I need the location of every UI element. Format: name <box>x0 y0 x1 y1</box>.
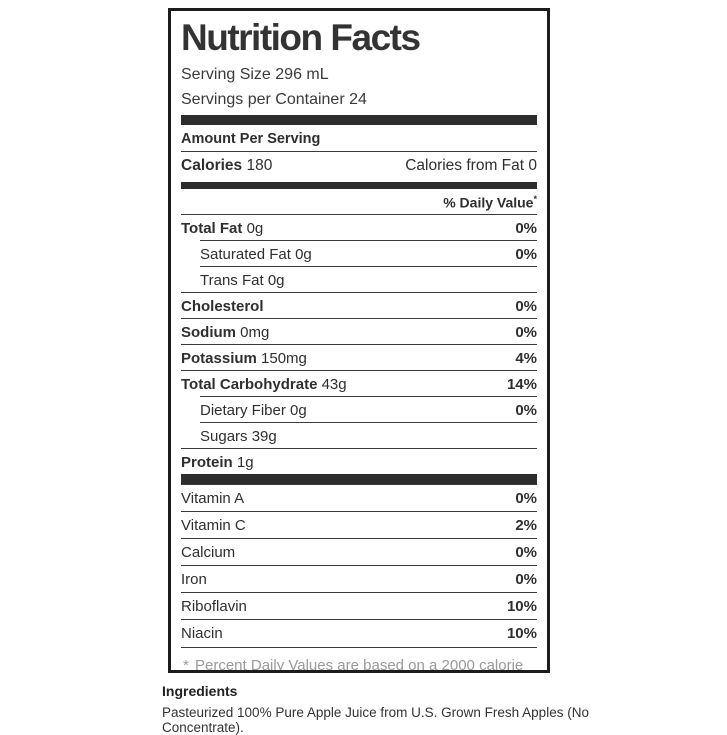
calories-value: Calories 180 <box>181 157 272 175</box>
vitamin-row-niacin: Niacin 10% <box>181 619 537 646</box>
ingredients-text: Pasteurized 100% Pure Apple Juice from U… <box>162 705 589 735</box>
nutrient-amount: 1g <box>236 453 254 471</box>
footnote-text: Percent Daily Values are based on a 2000… <box>195 657 524 673</box>
section-divider-bar-calories <box>181 181 537 189</box>
vitamin-name: Niacin <box>181 625 223 643</box>
nutrient-row-cholesterol: Cholesterol 0% <box>181 292 537 318</box>
daily-value-header-text: % Daily Value <box>443 194 534 211</box>
calories-from-fat: Calories from Fat 0 <box>405 156 537 174</box>
nutrient-row-sodium: Sodium 0mg 0% <box>181 318 537 344</box>
nutrient-name: Dietary Fiber <box>200 401 286 419</box>
servings-per-container: Servings per Container 24 <box>181 90 367 108</box>
nutrient-row-saturated-fat: Saturated Fat 0g 0% <box>200 240 537 266</box>
nutrient-amount: 0mg <box>240 323 270 341</box>
nutrient-name-group: Dietary Fiber 0g <box>200 402 307 419</box>
nutrient-name-group: Saturated Fat 0g <box>200 246 312 263</box>
ingredients-section: Ingredients Pasteurized 100% Pure Apple … <box>162 683 602 735</box>
nutrient-name-group: Total Fat 0g <box>181 220 263 237</box>
nutrient-amount: 0g <box>267 271 285 289</box>
nutrient-amount: 150mg <box>261 349 307 367</box>
nutrient-name-group: Sodium 0mg <box>181 324 269 341</box>
nutrient-name-group: Trans Fat 0g <box>200 272 285 289</box>
nutrient-name-group: Sugars 39g <box>200 428 277 445</box>
vitamin-name: Riboflavin <box>181 598 247 616</box>
nutrition-facts-label: Nutrition Facts Serving Size 296 mL Serv… <box>168 8 550 673</box>
nutrient-row-dietary-fiber: Dietary Fiber 0g 0% <box>200 396 537 422</box>
nutrient-name: Potassium <box>181 349 257 367</box>
amount-per-serving-header: Amount Per Serving <box>181 125 537 152</box>
nutrient-amount: 0g <box>246 219 264 237</box>
nutrient-row-protein: Protein 1g <box>181 448 537 474</box>
nutrient-dv: 0% <box>515 219 537 237</box>
nutrient-row-sugars: Sugars 39g <box>200 422 537 448</box>
section-divider-bar-vitamins <box>181 474 537 485</box>
nutrient-name-group: Protein 1g <box>181 454 254 471</box>
vitamin-row-vitamin-c: Vitamin C 2% <box>181 511 537 538</box>
vitamin-dv: 10% <box>506 598 537 616</box>
vitamin-row-riboflavin: Riboflavin 10% <box>181 592 537 619</box>
section-divider-bar-top <box>181 114 537 125</box>
vitamin-dv: 2% <box>515 517 537 535</box>
nutrient-row-potassium: Potassium 150mg 4% <box>181 344 537 370</box>
nutrient-name: Sugars <box>200 427 248 445</box>
nutrient-name: Total Fat <box>181 219 243 237</box>
daily-value-footnote: * Percent Daily Values are based on a 20… <box>181 647 537 673</box>
calories-label: Calories <box>181 156 243 174</box>
nutrient-row-total-carbohydrate: Total Carbohydrate 43g 14% <box>181 370 537 396</box>
vitamin-name: Vitamin A <box>181 490 245 508</box>
nutrient-name-group: Cholesterol <box>181 298 264 315</box>
nutrient-amount: 0g <box>295 245 312 263</box>
ingredients-heading: Ingredients <box>162 683 238 699</box>
vitamin-dv: 0% <box>515 490 537 508</box>
nutrient-row-total-fat: Total Fat 0g 0% <box>181 214 537 240</box>
vitamin-name: Iron <box>181 571 207 589</box>
nutrient-name: Protein <box>181 453 233 471</box>
nutrient-name: Trans Fat <box>200 271 264 289</box>
vitamin-row-calcium: Calcium 0% <box>181 538 537 565</box>
nutrient-name: Sodium <box>181 323 236 341</box>
footnote-asterisk: * <box>183 657 189 673</box>
nutrient-name-group: Total Carbohydrate 43g <box>181 376 347 393</box>
calories-row: Calories 180 Calories from Fat 0 <box>181 152 537 179</box>
vitamin-dv: 0% <box>515 571 537 589</box>
nutrient-name: Saturated Fat <box>200 245 291 263</box>
nutrient-dv: 14% <box>506 375 537 393</box>
nutrient-name: Total Carbohydrate <box>181 375 318 393</box>
vitamin-row-iron: Iron 0% <box>181 565 537 592</box>
nutrient-amount: 43g <box>321 375 347 393</box>
nutrient-dv: 0% <box>515 297 537 315</box>
calories-amount: 180 <box>246 156 273 174</box>
nutrient-amount: 39g <box>251 427 277 445</box>
daily-value-header: % Daily Value* <box>181 189 537 215</box>
nutrient-amount: 0g <box>290 401 307 419</box>
nutrient-dv: 0% <box>515 245 537 263</box>
nutrient-row-trans-fat: Trans Fat 0g <box>200 266 537 292</box>
vitamin-dv: 10% <box>506 625 537 643</box>
nutrient-dv: 0% <box>515 323 537 341</box>
vitamin-name: Calcium <box>181 544 236 562</box>
daily-value-asterisk: * <box>533 193 537 204</box>
nutrient-name: Cholesterol <box>181 297 264 315</box>
vitamin-row-vitamin-a: Vitamin A 0% <box>181 484 537 511</box>
nutrient-name-group: Potassium 150mg <box>181 350 307 367</box>
serving-size: Serving Size 296 mL <box>181 65 329 83</box>
vitamin-dv: 0% <box>515 544 537 562</box>
vitamin-name: Vitamin C <box>181 517 246 535</box>
label-title: Nutrition Facts <box>181 17 421 58</box>
nutrient-dv: 4% <box>515 349 537 367</box>
nutrient-dv: 0% <box>515 401 537 419</box>
